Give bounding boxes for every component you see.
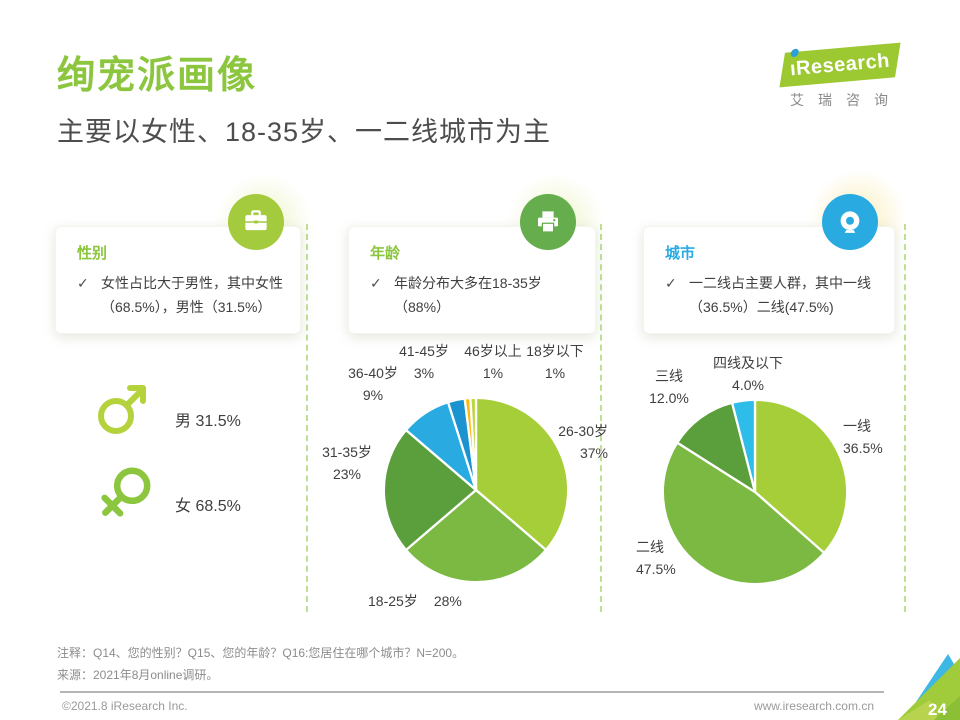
age-pie-chart (382, 396, 570, 584)
website-link[interactable]: www.iresearch.com.cn (753, 699, 874, 713)
dashed-divider (904, 224, 906, 612)
corner-decoration: 24 (898, 654, 960, 720)
check-icon: ✓ (665, 275, 677, 291)
pie-slice-26-30岁 (474, 396, 570, 552)
pie-label-tier4: 四线及以下 4.0% (713, 355, 783, 393)
check-icon: ✓ (77, 275, 89, 291)
pie-label-26-30: 26-30岁 37% (558, 423, 608, 461)
pie-slice-三线 (675, 401, 757, 495)
pie-label-tier3: 三线 12.0% (649, 368, 689, 406)
iresearch-logo: ıResearch 艾瑞咨询 (764, 40, 914, 112)
panel-gender-text-line2: （68.5%），男性（31.5%） (101, 299, 272, 315)
panel-gender-text-line1: ✓ 女性占比大于男性，其中女性 (77, 271, 286, 295)
pie-label-18-25: 18-25岁 28% (368, 593, 462, 609)
female-percentage-label: 女 68.5% (175, 498, 241, 515)
pie-slice-18岁以下 (469, 396, 478, 491)
footer-divider (60, 691, 884, 693)
panel-age: 年龄 ✓ 年龄分布大多在18-35岁 （88%） (348, 226, 596, 334)
male-percentage-label: 男 31.5% (175, 413, 241, 430)
panel-age-label: 年龄 (370, 245, 401, 262)
pie-label-41-45: 41-45岁 3% (399, 343, 449, 381)
panel-age-text-line1: ✓ 年龄分布大多在18-35岁 (370, 271, 581, 295)
panel-gender-label: 性别 (77, 245, 108, 262)
pie-slice-二线 (661, 441, 826, 586)
check-icon: ✓ (370, 275, 382, 291)
panel-city-text-line2: （36.5%）二线(47.5%) (689, 299, 834, 315)
pie-slice-一线 (753, 398, 849, 555)
pie-label-46plus: 46岁以上 1% (464, 343, 522, 381)
logo-i-dot (790, 48, 800, 58)
page-subtitle: 主要以女性、18-35岁、一二线城市为主 (57, 117, 552, 147)
pie-label-31-35: 31-35岁 23% (322, 444, 372, 482)
dashed-divider (600, 224, 602, 612)
footnote-questions: 注释：Q14、您的性别？Q15、您的年龄？Q16:您居住在哪个城市？N=200。 (57, 646, 465, 660)
city-pie-chart (661, 398, 849, 586)
page-number: 24 (928, 700, 947, 719)
pie-slice-31-35岁 (382, 428, 478, 552)
pie-label-under18: 18岁以下 1% (526, 343, 584, 381)
male-icon (92, 376, 156, 445)
panel-age-text-line2: （88%） (394, 299, 451, 315)
pie-label-tier1: 一线 36.5% (843, 418, 883, 456)
copyright-text: ©2021.8 iResearch Inc. (62, 699, 188, 713)
female-icon (86, 458, 160, 537)
printer-icon (520, 194, 576, 250)
panel-city-label: 城市 (665, 245, 696, 262)
pie-slice-四线及以下 (730, 398, 757, 493)
pie-label-tier2: 二线 47.5% (636, 539, 676, 577)
webcam-icon (822, 194, 878, 250)
panel-city-text-line1: ✓ 一二线占主要人群，其中一线 (665, 271, 880, 295)
page-title: 绚宠派画像 (57, 55, 258, 97)
footnote-source: 来源：2021年8月online调研。 (57, 668, 219, 682)
briefcase-icon (228, 194, 284, 250)
logo-brand-text: ıResearch (789, 49, 891, 80)
dashed-divider (306, 224, 308, 612)
logo-chinese-text: 艾瑞咨询 (790, 92, 902, 108)
pie-label-36-40: 36-40岁 9% (348, 365, 398, 403)
logo-shape: ıResearch (779, 42, 901, 88)
pie-slice-18-25岁 (404, 488, 548, 584)
